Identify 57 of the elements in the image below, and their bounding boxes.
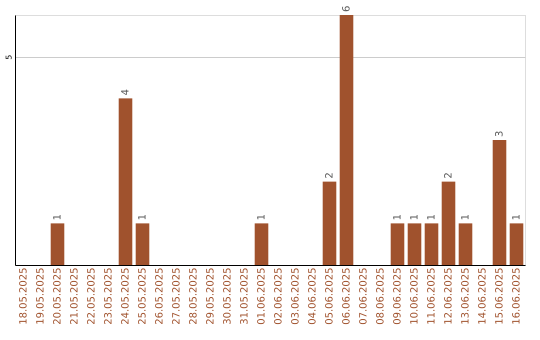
x-tick-label: 26.05.2025 bbox=[154, 268, 166, 325]
x-tick-label: 16.06.2025 bbox=[512, 268, 522, 325]
x-tick-label: 29.05.2025 bbox=[206, 268, 216, 325]
bar bbox=[340, 15, 354, 265]
data-label: 2 bbox=[324, 172, 336, 179]
x-tick-label: 02.06.2025 bbox=[274, 268, 284, 325]
bar bbox=[510, 223, 524, 265]
data-label: 4 bbox=[120, 88, 132, 96]
x-tick-label: 10.06.2025 bbox=[410, 268, 420, 325]
x-tick-label: 08.06.2025 bbox=[376, 268, 386, 325]
x-tick-label: 14.06.2025 bbox=[478, 268, 488, 325]
bar bbox=[442, 182, 456, 265]
x-tick-label: 28.05.2025 bbox=[188, 268, 200, 325]
x-tick-label: 03.06.2025 bbox=[290, 268, 302, 325]
x-tick-label: 25.05.2025 bbox=[138, 268, 148, 325]
data-label: 1 bbox=[512, 214, 522, 220]
x-tick-label: 18.05.2025 bbox=[18, 268, 30, 325]
data-label: 1 bbox=[392, 214, 404, 220]
x-tick-label: 11.06.2025 bbox=[426, 268, 438, 325]
x-tick-label: 24.05.2025 bbox=[120, 268, 132, 325]
x-tick-label: 19.05.2025 bbox=[36, 268, 46, 325]
x-tick-label: 20.05.2025 bbox=[52, 268, 64, 325]
x-tick-label: 21.05.2025 bbox=[70, 268, 80, 325]
x-tick-label: 07.06.2025 bbox=[358, 268, 370, 325]
x-tick-label: 15.06.2025 bbox=[494, 268, 506, 325]
x-tick-label: 22.05.2025 bbox=[86, 268, 98, 325]
x-tick-label: 12.06.2025 bbox=[444, 268, 454, 325]
bar bbox=[322, 182, 336, 265]
bar bbox=[50, 223, 64, 265]
data-label: 2 bbox=[444, 172, 454, 179]
bar bbox=[390, 223, 404, 265]
data-label: 1 bbox=[410, 214, 420, 220]
data-label: 1 bbox=[460, 214, 472, 220]
bar bbox=[492, 140, 506, 265]
x-tick-label: 13.06.2025 bbox=[460, 268, 472, 325]
x-tick-label: 09.06.2025 bbox=[392, 268, 404, 325]
x-tick-label: 23.05.2025 bbox=[104, 268, 114, 325]
bar bbox=[118, 98, 132, 265]
data-label: 1 bbox=[426, 214, 438, 220]
x-tick-label: 31.05.2025 bbox=[240, 268, 250, 325]
data-label: 1 bbox=[256, 214, 268, 220]
data-label: 6 bbox=[342, 6, 352, 12]
bar bbox=[136, 223, 150, 265]
bar bbox=[458, 223, 472, 265]
x-tick-label: 06.06.2025 bbox=[342, 268, 352, 325]
x-tick-label: 30.05.2025 bbox=[222, 268, 234, 325]
x-tick-label: 27.05.2025 bbox=[172, 268, 182, 325]
data-label: 1 bbox=[138, 214, 148, 220]
y-tick-label: 5 bbox=[4, 54, 14, 60]
bar bbox=[424, 223, 438, 265]
bar bbox=[254, 223, 268, 265]
data-label: 3 bbox=[494, 130, 506, 137]
x-tick-label: 01.06.2025 bbox=[256, 268, 268, 325]
bar bbox=[408, 223, 422, 265]
x-tick-label: 05.06.2025 bbox=[324, 268, 336, 325]
data-label: 1 bbox=[52, 214, 64, 220]
x-tick-label: 04.06.2025 bbox=[308, 268, 318, 325]
